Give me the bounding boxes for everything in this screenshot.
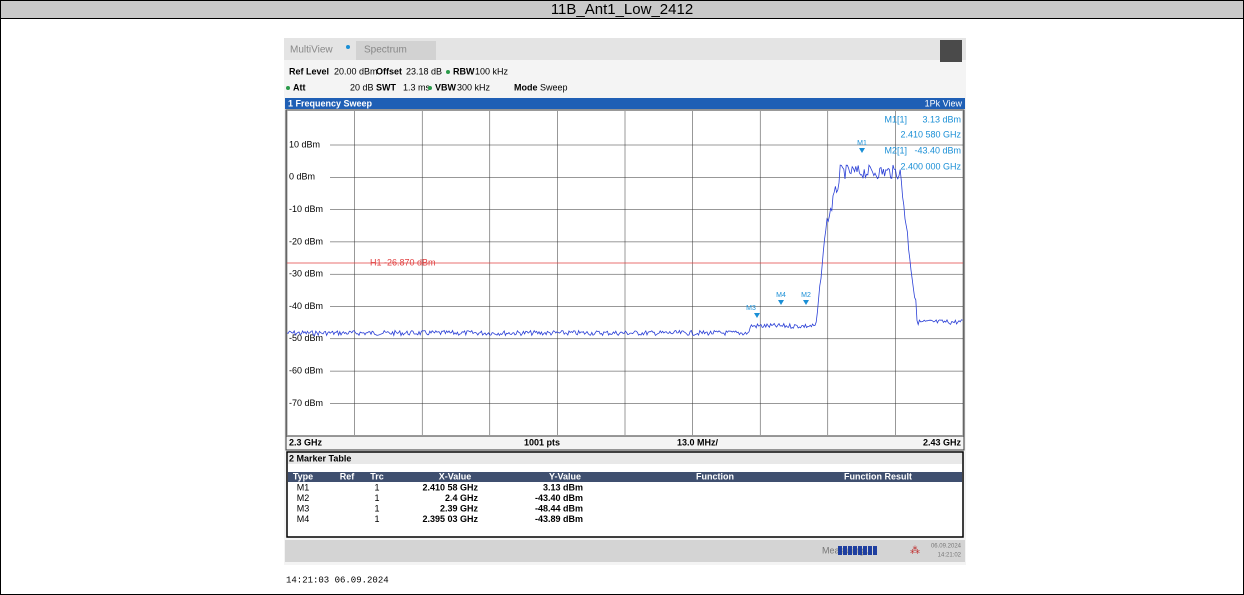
network-icon: ⁂ [910,546,920,557]
cell: 2.410 58 GHz [422,482,478,492]
cell: -43.40 dBm [535,493,583,503]
dot [286,86,290,90]
label: VBW [435,82,457,92]
y-label: -10 dBm [289,204,323,214]
y-label: 10 dBm [289,139,320,149]
marker-freq: 2.410 580 GHz [900,129,961,139]
marker-value: 3.13 dBm [922,114,961,124]
axis-bar [285,435,965,451]
cell: M2 [297,493,310,503]
column-header: X-Value [439,471,472,481]
marker-tag: M1 [857,140,867,147]
y-label: 0 dBm [289,172,315,182]
sweep-header [285,98,965,109]
menu-button[interactable] [940,40,962,62]
cell: 1 [374,482,379,492]
label: Att [293,82,306,92]
marker-freq: 2.400 000 GHz [900,161,961,171]
footer: 14:21:03 06.09.2024 [286,575,389,585]
column-header: Function [696,471,734,481]
value: 20.00 dBm [334,66,378,76]
cell: 2.395 03 GHz [422,514,478,524]
value: 20 dB [350,82,374,92]
marker-label: M1[1] [884,114,907,124]
value: 100 kHz [475,66,509,76]
cell: -48.44 dBm [535,503,583,513]
table-title-bg [288,453,962,464]
column-header: Trc [370,471,384,481]
y-label: -60 dBm [289,365,323,375]
column-header: Ref [340,471,356,481]
trace [286,164,963,337]
status-time: 14:21:02 [938,553,962,559]
y-label: -50 dBm [289,333,323,343]
tab-bg [356,41,436,60]
tab-strip [284,38,966,60]
status-bar [285,540,965,562]
cell: 3.13 dBm [543,482,583,492]
column-header: Function Result [844,471,912,481]
y-label: -20 dBm [289,236,323,246]
tab-dot [346,45,350,49]
title: 11B_Ant1_Low_2412 [551,1,693,18]
label: Offset [376,66,402,76]
marker-triangle [859,148,865,153]
span: 13.0 MHz/ [677,437,719,447]
points: 1001 pts [524,437,560,447]
cell: -43.89 dBm [535,514,583,524]
marker-triangle [778,300,784,305]
table-header [288,472,962,482]
cell: M1 [297,482,310,492]
label: Mode [514,82,538,92]
marker-label: M2[1] [884,145,907,155]
marker-tag: M2 [801,292,811,299]
cell: 2.4 GHz [445,493,479,503]
dot [428,86,432,90]
cell: 1 [374,514,379,524]
sweep-title: 1 Frequency Sweep [288,98,373,108]
marker-tag: M4 [776,292,786,299]
cell: 1 [374,493,379,503]
marker-value: -43.40 dBm [914,145,961,155]
column-header: Type [293,471,313,481]
threshold-label: H1 -26.870 dBm [370,257,436,267]
tab[interactable]: Spectrum [364,45,407,56]
label: RBW [453,66,475,76]
cell: M4 [297,514,310,524]
value: 300 kHz [457,82,491,92]
view-label: 1Pk View [925,98,963,108]
y-label: -70 dBm [289,398,323,408]
dot [446,70,450,74]
table-title: 2 Marker Table [289,453,351,463]
y-label: -30 dBm [289,269,323,279]
cell: 2.39 GHz [440,503,479,513]
status-date: 06.09.2024 [931,544,962,550]
y-label: -40 dBm [289,301,323,311]
label: SWT [376,82,396,92]
column-header: Y-Value [549,471,581,481]
progress-bars [838,546,877,555]
cell: M3 [297,503,310,513]
start-freq: 2.3 GHz [289,437,323,447]
value: 23.18 dB [406,66,442,76]
marker-triangle [803,300,809,305]
value: 1.3 ms [403,82,431,92]
tab[interactable]: MultiView [290,45,333,56]
marker-table [286,451,964,538]
marker-tag: M3 [746,305,756,312]
cell: 1 [374,503,379,513]
marker-triangle [754,313,760,318]
label: Ref Level [289,66,329,76]
stop-freq: 2.43 GHz [923,437,962,447]
value: Sweep [540,82,568,92]
